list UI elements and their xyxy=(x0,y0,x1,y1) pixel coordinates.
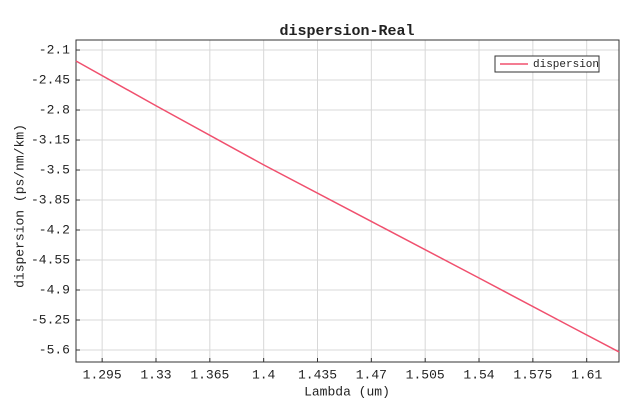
y-axis-label: dispersion (ps/nm/km) xyxy=(12,124,27,288)
y-tick-label: -5.25 xyxy=(31,312,70,327)
x-axis-label: Lambda (um) xyxy=(304,384,390,399)
x-tick-label: 1.33 xyxy=(140,367,171,382)
chart-title: dispersion-Real xyxy=(279,23,414,40)
x-tick-label: 1.47 xyxy=(356,367,387,382)
y-tick-label: -2.45 xyxy=(31,72,70,87)
x-tick-label: 1.61 xyxy=(571,367,602,382)
y-tick-label: -2.1 xyxy=(39,42,70,57)
y-tick-label: -5.6 xyxy=(39,342,70,357)
legend-label: dispersion xyxy=(533,59,599,71)
x-tick-label: 1.435 xyxy=(298,367,337,382)
data-line xyxy=(75,60,620,353)
x-tick-label: 1.54 xyxy=(463,367,494,382)
x-tick-label: 1.505 xyxy=(406,367,445,382)
y-tick-label: -4.55 xyxy=(31,252,70,267)
x-tick-label: 1.365 xyxy=(190,367,229,382)
legend-box xyxy=(494,55,600,73)
y-tick-label: -4.9 xyxy=(39,282,70,297)
x-tick-label: 1.575 xyxy=(513,367,552,382)
y-tick-label: -2.8 xyxy=(39,102,70,117)
plot-frame xyxy=(75,39,620,363)
y-tick-label: -3.15 xyxy=(31,132,70,147)
x-tick-label: 1.4 xyxy=(252,367,276,382)
y-tick-label: -3.85 xyxy=(31,192,70,207)
x-tick-label: 1.295 xyxy=(83,367,122,382)
y-tick-label: -3.5 xyxy=(39,162,70,177)
y-tick-label: -4.2 xyxy=(39,222,70,237)
